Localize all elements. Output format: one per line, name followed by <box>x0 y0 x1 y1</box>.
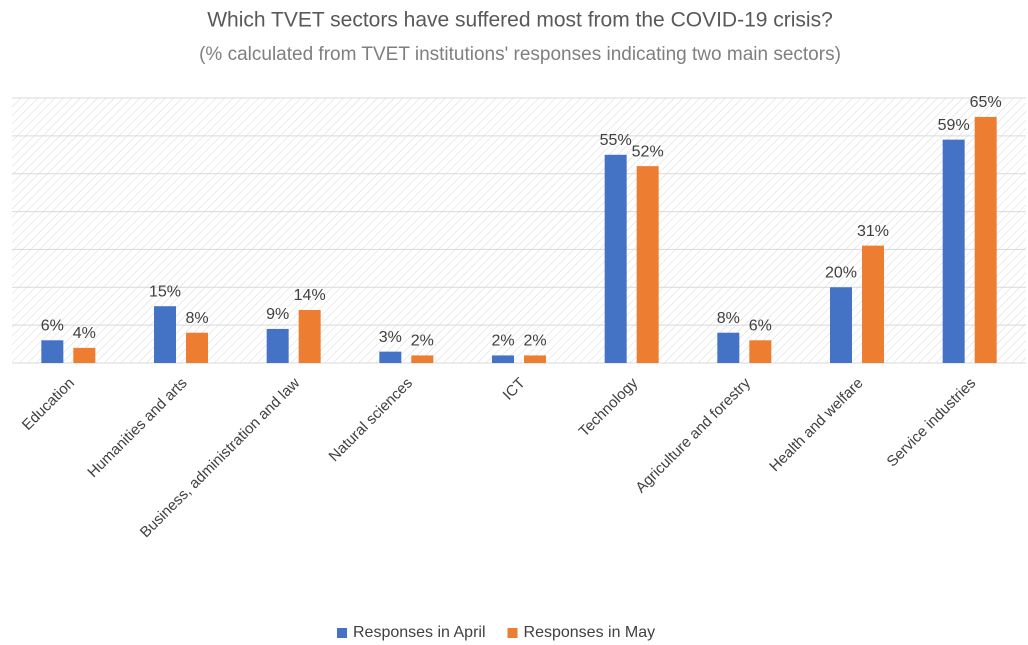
bar <box>379 351 402 363</box>
plot-background <box>12 98 1026 363</box>
data-label: 20% <box>825 265 857 282</box>
bar <box>942 139 965 363</box>
bar <box>524 355 546 363</box>
data-label: 15% <box>149 283 181 300</box>
x-tick-label: Agriculture and forestry <box>632 374 754 496</box>
x-tick-label: Service industries <box>884 375 980 471</box>
chart-title: Which TVET sectors have suffered most fr… <box>207 9 833 32</box>
x-tick-label: Education <box>19 375 78 434</box>
x-tick-label: Natural sciences <box>326 375 416 465</box>
bar <box>411 355 434 363</box>
bar <box>862 245 884 363</box>
legend-swatch <box>507 628 518 638</box>
legend-swatch <box>337 628 347 638</box>
data-label: 14% <box>294 287 326 304</box>
bar <box>154 306 176 363</box>
data-label: 52% <box>632 143 664 160</box>
data-label: 8% <box>717 310 740 327</box>
chart-subtitle: (% calculated from TVET institutions' re… <box>199 44 841 65</box>
data-label: 2% <box>523 333 546 350</box>
x-tick-label: Health and welfare <box>766 375 866 475</box>
bar <box>298 310 321 363</box>
legend-label: Responses in April <box>353 624 486 641</box>
bar <box>492 355 514 363</box>
bar <box>717 332 740 363</box>
data-label: 6% <box>749 318 772 335</box>
data-label: 2% <box>411 333 434 350</box>
bar <box>73 347 96 363</box>
bar <box>830 287 852 363</box>
data-label: 2% <box>491 333 514 350</box>
data-label: 4% <box>73 325 96 342</box>
bar <box>636 166 659 363</box>
legend-label: Responses in May <box>524 624 656 641</box>
data-label: 65% <box>970 94 1002 111</box>
bar <box>266 328 289 363</box>
data-label: 55% <box>600 132 632 149</box>
bar <box>41 340 64 363</box>
data-label: 9% <box>266 306 289 323</box>
data-label: 3% <box>379 329 402 346</box>
x-tick-label: Technology <box>576 374 642 440</box>
x-tick-label: Humanities and arts <box>84 375 190 481</box>
data-label: 6% <box>41 318 64 335</box>
data-label: 59% <box>938 117 970 134</box>
bar <box>186 332 208 363</box>
bar <box>974 116 997 363</box>
data-label: 8% <box>185 310 208 327</box>
bar <box>749 340 772 363</box>
bar <box>604 154 627 363</box>
x-tick-label: ICT <box>500 375 529 404</box>
data-label: 31% <box>857 223 889 240</box>
